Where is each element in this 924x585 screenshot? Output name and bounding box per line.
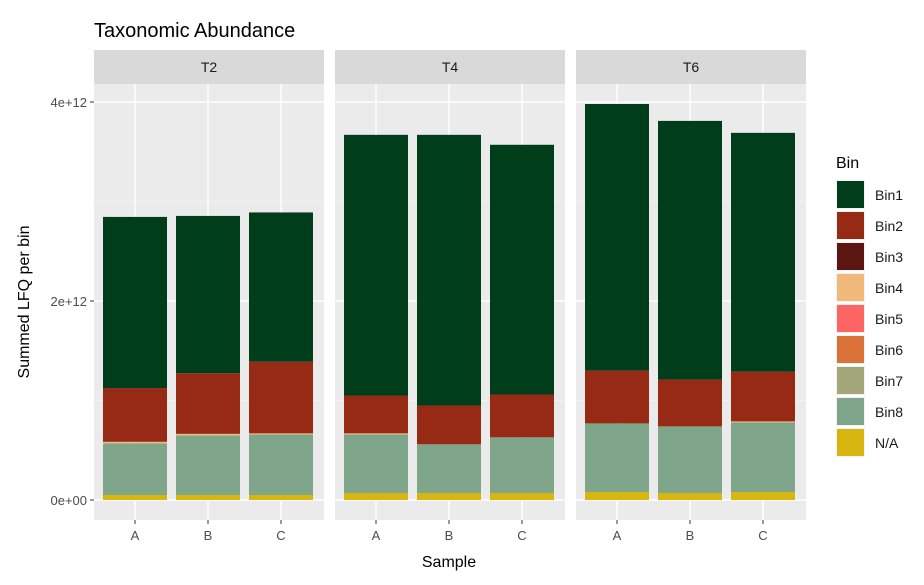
bar-segment-t4-b-bin8 [417, 444, 481, 494]
bar-segment-t2-a-na [103, 495, 167, 500]
bar-segment-t6-b-bin2 [658, 379, 722, 427]
legend-item-bin6: Bin6 [836, 335, 903, 364]
facet-label: T2 [201, 59, 218, 75]
bar-segment-t2-c-na [249, 495, 313, 500]
x-tick-label: B [445, 528, 454, 543]
legend-swatch [837, 398, 864, 425]
legend-swatch [837, 429, 864, 456]
bar-segment-t2-c-bin2 [249, 361, 313, 434]
legend-label: Bin8 [875, 404, 903, 420]
y-tick-label: 2e+12 [50, 294, 87, 309]
facet-panels: T2 A B C T4 A B C T6 A B C [94, 50, 806, 543]
bar-segment-t2-a-bin2 [103, 388, 167, 442]
y-tick-label: 4e+12 [50, 95, 87, 110]
bar-segment-t2-b-bin4 [176, 433, 240, 436]
legend-title: Bin [836, 155, 859, 172]
bar-segment-t6-c-bin1 [731, 132, 795, 372]
bar-segment-t4-b-na [417, 493, 481, 500]
x-tick-label: B [204, 528, 213, 543]
bar-segment-t4-a-bin1 [344, 134, 408, 396]
bar-segment-t6-a-na [585, 492, 649, 500]
x-tick-label: C [276, 528, 285, 543]
bar-segment-t4-c-na [490, 493, 554, 500]
legend: Bin Bin1 Bin2 Bin3 Bin4 Bin5 Bin6 Bin7 Bin8 N/A [836, 155, 903, 457]
bar-segment-t6-c-bin4 [731, 421, 795, 423]
legend-swatch [837, 274, 864, 301]
facet-panel-t6: T6 A B C [576, 50, 806, 543]
y-axis: 0e+00 2e+12 4e+12 [50, 95, 94, 508]
facet-panel-t4: T4 A B C [335, 50, 565, 543]
bar-segment-t4-a-bin4 [344, 433, 408, 435]
bar-segment-t6-c-bin2 [731, 371, 795, 422]
bar-segment-t2-b-na [176, 495, 240, 500]
facet-strip [576, 50, 806, 84]
legend-swatch [837, 212, 864, 239]
bar-segment-t4-b-bin1 [417, 134, 481, 406]
legend-item-bin4: Bin4 [836, 273, 903, 302]
legend-swatch [837, 336, 864, 363]
y-tick-label: 0e+00 [50, 493, 87, 508]
x-tick-label: B [686, 528, 695, 543]
bar-segment-t2-a-bin8 [103, 443, 167, 496]
chart-title: Taxonomic Abundance [94, 20, 295, 42]
legend-label: Bin1 [875, 187, 903, 203]
legend-swatch [837, 367, 864, 394]
bar-segment-t2-b-bin2 [176, 373, 240, 434]
bar-segment-t6-a-bin2 [585, 370, 649, 424]
bar-segment-t6-b-na [658, 493, 722, 500]
bar-segment-t6-c-bin8 [731, 422, 795, 493]
legend-label: Bin5 [875, 311, 903, 327]
bar-segment-t2-b-bin1 [176, 215, 240, 374]
bar-segment-t4-a-na [344, 493, 408, 500]
legend-item-bin8: Bin8 [836, 397, 903, 426]
bar-segment-t2-a-bin4 [103, 441, 167, 444]
legend-label: N/A [875, 435, 899, 451]
legend-label: Bin3 [875, 249, 903, 265]
bar-segment-t4-c-bin1 [490, 144, 554, 395]
legend-swatch [837, 305, 864, 332]
legend-item-bin1: Bin1 [836, 180, 903, 209]
legend-swatch [837, 181, 864, 208]
x-tick-label: A [372, 528, 381, 543]
bar-segment-t2-c-bin8 [249, 434, 313, 496]
bar-segment-t2-a-bin1 [103, 216, 167, 389]
bar-segment-t4-c-bin8 [490, 437, 554, 494]
legend-item-na: N/A [836, 428, 899, 457]
legend-swatch [837, 243, 864, 270]
legend-label: Bin7 [875, 373, 903, 389]
bar-segment-t6-a-bin1 [585, 103, 649, 371]
y-axis-label: Summed LFQ per bin [16, 226, 33, 379]
bar-segment-t6-a-bin8 [585, 423, 649, 493]
legend-label: Bin6 [875, 342, 903, 358]
x-axis-label: Sample [422, 554, 476, 571]
bar-segment-t4-c-bin2 [490, 394, 554, 438]
facet-strip [94, 50, 324, 84]
facet-panel-t2: T2 A B C [94, 50, 324, 543]
legend-item-bin3: Bin3 [836, 242, 903, 271]
bar-segment-t2-c-bin1 [249, 212, 313, 362]
bar-segment-t6-b-bin8 [658, 426, 722, 494]
bar-segment-t2-c-bin4 [249, 433, 313, 435]
facet-label: T4 [442, 59, 459, 75]
legend-item-bin5: Bin5 [836, 304, 903, 333]
bar-segment-t4-b-bin2 [417, 405, 481, 445]
bar-segment-t2-b-bin8 [176, 435, 240, 496]
facet-strip [335, 50, 565, 84]
legend-items: Bin1 Bin2 Bin3 Bin4 Bin5 Bin6 Bin7 Bin8 N/A [836, 180, 903, 457]
legend-item-bin2: Bin2 [836, 211, 903, 240]
bar-segment-t6-b-bin1 [658, 120, 722, 380]
legend-label: Bin2 [875, 218, 903, 234]
x-tick-label: C [517, 528, 526, 543]
bar-segment-t4-a-bin8 [344, 434, 408, 494]
legend-label: Bin4 [875, 280, 903, 296]
x-tick-label: A [613, 528, 622, 543]
facet-label: T6 [683, 59, 700, 75]
x-tick-label: C [758, 528, 767, 543]
legend-item-bin7: Bin7 [836, 366, 903, 395]
bar-segment-t6-c-na [731, 492, 795, 500]
x-tick-label: A [131, 528, 140, 543]
bar-segment-t4-a-bin2 [344, 395, 408, 434]
